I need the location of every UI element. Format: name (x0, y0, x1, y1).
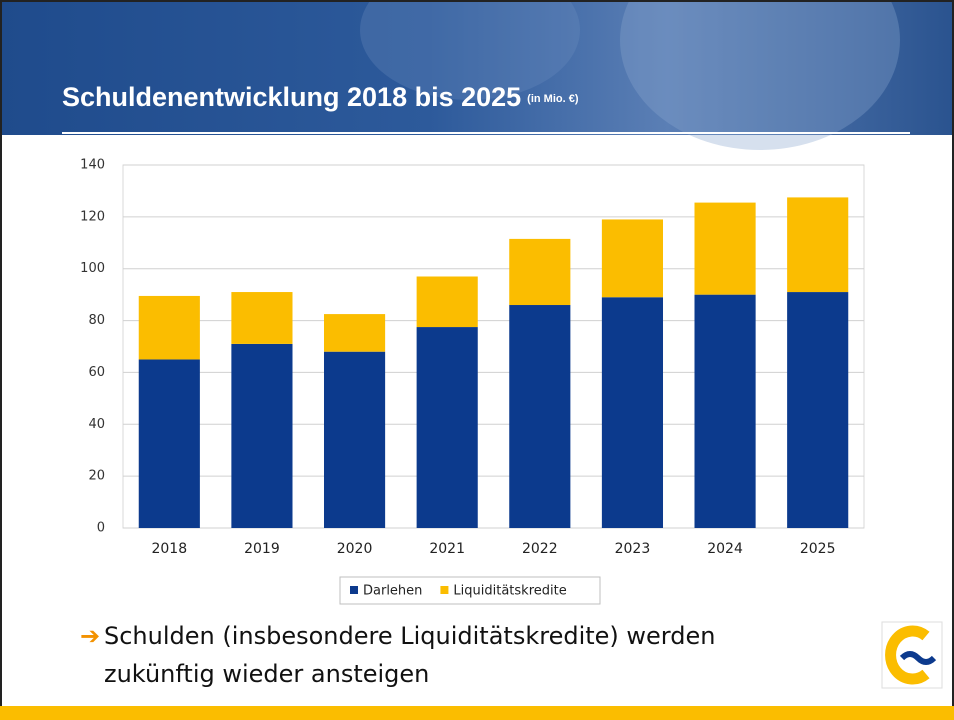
bar-segment (231, 344, 292, 528)
bar-segment (324, 352, 385, 528)
x-tick-label: 2022 (522, 541, 558, 557)
y-tick-label: 140 (80, 158, 105, 173)
legend-swatch (440, 586, 448, 594)
title-main: Schuldenentwicklung 2018 bis 2025 (62, 82, 521, 112)
title-unit: (in Mio. €) (527, 93, 579, 105)
slide-title: Schuldenentwicklung 2018 bis 2025 (in Mio… (62, 82, 579, 112)
bar-segment (602, 297, 663, 528)
legend: Darlehen Liquiditätskredite (340, 577, 600, 604)
x-tick-label: 2024 (707, 541, 743, 557)
x-tick-label: 2025 (800, 541, 836, 557)
y-tick-label: 100 (80, 261, 105, 276)
bar-segment (787, 197, 848, 292)
bar-segment (787, 292, 848, 528)
y-tick-label: 60 (88, 365, 105, 380)
x-tick-label: 2023 (615, 541, 651, 557)
x-tick-label: 2020 (337, 541, 373, 557)
bar-segment (139, 296, 200, 360)
y-tick-label: 20 (88, 469, 105, 484)
bar-segment (324, 314, 385, 352)
bar-segment (694, 295, 755, 528)
legend-label: Darlehen (363, 584, 422, 599)
bar-segment (694, 203, 755, 295)
footer-band (0, 706, 954, 720)
x-tick-label: 2018 (151, 541, 187, 557)
legend-label: Liquiditätskredite (453, 584, 566, 599)
slide-canvas: Schuldenentwicklung 2018 bis 2025 (in Mio… (0, 0, 954, 720)
x-tick-label: 2021 (429, 541, 465, 557)
bar-segment (139, 359, 200, 528)
bar-segment (231, 292, 292, 344)
y-tick-label: 0 (97, 521, 105, 536)
x-tick-label: 2019 (244, 541, 280, 557)
y-tick-label: 80 (88, 313, 105, 328)
slide: Schuldenentwicklung 2018 bis 2025 (in Mio… (0, 0, 954, 720)
bar-segment (417, 276, 478, 327)
bar-segment (509, 305, 570, 528)
bullet-text: Schulden (insbesondere Liquiditätskredit… (104, 622, 715, 650)
y-tick-label: 120 (80, 209, 105, 224)
y-tick-label: 40 (88, 417, 105, 432)
bar-segment (417, 327, 478, 528)
bar-segment (602, 219, 663, 297)
bullet-text: zukünftig wieder ansteigen (104, 660, 429, 688)
chart: 0 20 40 60 80 100 120 140 2018 2019 2020 2021 2022 20… (80, 158, 864, 605)
logo (882, 622, 942, 688)
bar-segment (509, 239, 570, 305)
legend-swatch (350, 586, 358, 594)
bullet-arrow: ➔ (80, 622, 100, 650)
